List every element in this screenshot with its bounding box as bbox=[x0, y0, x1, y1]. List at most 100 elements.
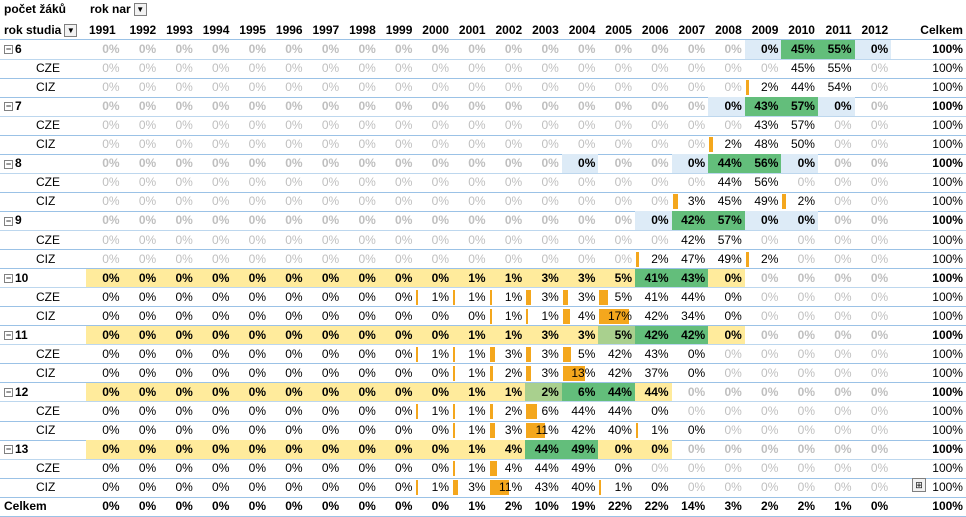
value-cell[interactable]: 3% bbox=[562, 288, 599, 307]
value-cell[interactable]: 0% bbox=[342, 345, 379, 364]
value-cell[interactable]: 0% bbox=[525, 250, 562, 269]
value-cell[interactable]: 0% bbox=[598, 135, 635, 154]
value-cell[interactable]: 3% bbox=[525, 364, 562, 383]
value-cell[interactable]: 43% bbox=[745, 116, 782, 135]
value-cell[interactable]: 0% bbox=[525, 135, 562, 154]
value-cell[interactable]: 0% bbox=[86, 325, 123, 345]
row-label-sub[interactable]: CIZ bbox=[0, 307, 86, 326]
value-cell[interactable]: 0% bbox=[86, 116, 123, 135]
value-cell[interactable]: 0% bbox=[415, 325, 452, 345]
value-cell[interactable]: 0% bbox=[379, 231, 416, 250]
value-cell[interactable]: 0% bbox=[708, 402, 745, 421]
value-cell[interactable]: 49% bbox=[561, 440, 599, 460]
value-cell[interactable]: 0% bbox=[159, 154, 196, 173]
row-label-sub[interactable]: CZE bbox=[0, 459, 86, 478]
value-cell[interactable]: 2% bbox=[708, 135, 745, 154]
value-cell[interactable]: 0% bbox=[159, 192, 196, 211]
value-cell[interactable]: 0% bbox=[855, 383, 892, 402]
value-cell[interactable]: 0% bbox=[562, 40, 599, 59]
value-cell[interactable]: 1% bbox=[488, 268, 526, 288]
value-cell[interactable]: 0% bbox=[196, 40, 233, 59]
value-cell[interactable]: 0% bbox=[86, 154, 123, 173]
value-cell[interactable]: 0% bbox=[672, 421, 709, 440]
value-cell[interactable]: 0% bbox=[781, 211, 818, 231]
value-cell[interactable]: 1% bbox=[415, 402, 452, 421]
row-total-cell[interactable]: 100% bbox=[891, 364, 966, 383]
value-cell[interactable]: 4% bbox=[489, 459, 526, 478]
value-cell[interactable]: 0% bbox=[123, 459, 160, 478]
value-cell[interactable]: 0% bbox=[232, 135, 269, 154]
value-cell[interactable]: 0% bbox=[818, 421, 855, 440]
value-cell[interactable]: 1% bbox=[525, 307, 562, 326]
value-cell[interactable]: 0% bbox=[122, 440, 160, 460]
value-cell[interactable]: 0% bbox=[342, 382, 379, 402]
year-column-header[interactable]: 2005 bbox=[605, 23, 632, 37]
value-cell[interactable]: 0% bbox=[123, 40, 160, 59]
value-cell[interactable]: 1% bbox=[452, 288, 489, 307]
value-cell[interactable]: 0% bbox=[379, 288, 416, 307]
value-cell[interactable]: 0% bbox=[562, 231, 599, 250]
value-cell[interactable]: 4% bbox=[488, 440, 526, 460]
value-cell[interactable]: 2% bbox=[781, 497, 818, 516]
year-column-header[interactable]: 2004 bbox=[568, 23, 596, 37]
year-column-header[interactable]: 2003 bbox=[532, 23, 559, 37]
value-cell[interactable]: 0% bbox=[159, 116, 196, 135]
value-cell[interactable]: 37% bbox=[635, 364, 672, 383]
value-cell[interactable]: 0% bbox=[415, 307, 452, 326]
value-cell[interactable]: 0% bbox=[379, 421, 416, 440]
value-cell[interactable]: 0% bbox=[342, 116, 379, 135]
value-cell[interactable]: 0% bbox=[525, 40, 562, 59]
row-total-cell[interactable]: 100% bbox=[891, 78, 966, 97]
year-column-header[interactable]: 2010 bbox=[788, 23, 815, 37]
value-cell[interactable]: 42% bbox=[598, 364, 635, 383]
value-cell[interactable]: 1% bbox=[488, 382, 526, 402]
value-cell[interactable]: 0% bbox=[708, 307, 745, 326]
value-cell[interactable]: 0% bbox=[269, 173, 306, 192]
value-cell[interactable]: 0% bbox=[196, 78, 233, 97]
value-cell[interactable]: 0% bbox=[708, 364, 745, 383]
value-cell[interactable]: 0% bbox=[781, 231, 818, 250]
year-column-header[interactable]: 1993 bbox=[166, 23, 193, 37]
value-cell[interactable]: 0% bbox=[269, 97, 306, 116]
value-cell[interactable]: 0% bbox=[269, 192, 306, 211]
row-label-sub[interactable]: CIZ bbox=[0, 78, 86, 97]
value-cell[interactable]: 0% bbox=[672, 97, 709, 116]
value-cell[interactable]: 0% bbox=[306, 345, 343, 364]
value-cell[interactable]: 0% bbox=[708, 59, 745, 78]
value-cell[interactable]: 0% bbox=[708, 288, 745, 307]
value-cell[interactable]: 0% bbox=[306, 478, 343, 497]
value-cell[interactable]: 41% bbox=[635, 268, 672, 288]
value-cell[interactable]: 0% bbox=[672, 59, 709, 78]
value-cell[interactable]: 40% bbox=[598, 421, 635, 440]
value-cell[interactable]: 0% bbox=[708, 421, 745, 440]
row-total-cell[interactable]: 100% bbox=[891, 326, 966, 345]
value-cell[interactable]: 0% bbox=[159, 78, 196, 97]
value-cell[interactable]: 0% bbox=[672, 78, 709, 97]
value-cell[interactable]: 0% bbox=[818, 440, 855, 459]
value-cell[interactable]: 0% bbox=[562, 59, 599, 78]
value-cell[interactable]: 0% bbox=[745, 345, 782, 364]
value-cell[interactable]: 0% bbox=[635, 173, 672, 192]
value-cell[interactable]: 0% bbox=[123, 250, 160, 269]
value-cell[interactable]: 0% bbox=[672, 402, 709, 421]
value-cell[interactable]: 0% bbox=[672, 440, 709, 459]
row-total-cell[interactable]: 100% bbox=[891, 40, 966, 59]
value-cell[interactable]: 44% bbox=[708, 154, 745, 174]
value-cell[interactable]: 0% bbox=[86, 250, 123, 269]
value-cell[interactable]: 0% bbox=[489, 116, 526, 135]
value-cell[interactable]: 3% bbox=[672, 192, 709, 211]
value-cell[interactable]: 0% bbox=[525, 231, 562, 250]
value-cell[interactable]: 0% bbox=[489, 173, 526, 192]
value-cell[interactable]: 0% bbox=[269, 497, 306, 516]
value-cell[interactable]: 0% bbox=[379, 116, 416, 135]
row-label-sub[interactable]: CZE bbox=[0, 402, 86, 421]
row-label-group[interactable]: −12 bbox=[0, 383, 86, 402]
value-cell[interactable]: 0% bbox=[855, 154, 892, 173]
value-cell[interactable]: 0% bbox=[342, 307, 379, 326]
value-cell[interactable]: 45% bbox=[781, 59, 818, 78]
value-cell[interactable]: 0% bbox=[415, 211, 452, 230]
value-cell[interactable]: 0% bbox=[196, 116, 233, 135]
value-cell[interactable]: 0% bbox=[379, 459, 416, 478]
value-cell[interactable]: 43% bbox=[744, 97, 782, 117]
row-label-sub[interactable]: CZE bbox=[0, 173, 86, 192]
